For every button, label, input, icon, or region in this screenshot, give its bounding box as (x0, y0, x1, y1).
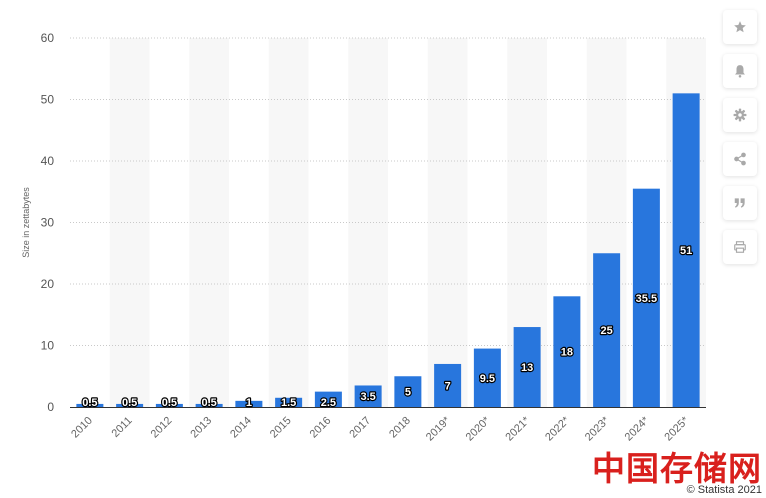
bar (195, 403, 223, 407)
y-tick-label: 20 (41, 277, 55, 291)
bar (632, 188, 660, 407)
y-tick-label: 40 (41, 154, 55, 168)
watermark-brand: 中国存储网 (592, 449, 762, 488)
data-label: 0.5 (201, 397, 216, 409)
data-label: 1.5 (281, 397, 296, 409)
x-tick-label: 2010 (69, 415, 95, 441)
x-tick-label: 2015 (268, 415, 294, 441)
data-label: 18 (561, 347, 573, 359)
x-tick-label: 2020* (464, 414, 493, 443)
data-label: 9.5 (480, 373, 495, 385)
bar (155, 403, 183, 407)
bar (354, 385, 382, 407)
data-label: 2.5 (321, 397, 336, 409)
bar (473, 348, 501, 407)
column-band (189, 38, 229, 407)
watermark: 中国存储网 © Statista 2021 (592, 449, 762, 497)
quote-icon (734, 198, 745, 208)
x-tick-label: 2014 (228, 415, 254, 441)
print-button[interactable] (723, 230, 757, 264)
x-tick-label: 2017 (347, 415, 373, 441)
share-button[interactable] (723, 142, 757, 176)
x-tick-label: 2011 (110, 415, 135, 440)
x-tick-label: 2025* (662, 414, 691, 443)
y-tick-label: 30 (41, 216, 55, 230)
bar (672, 93, 700, 407)
star-icon (734, 21, 746, 33)
gear-icon (733, 108, 747, 122)
bar (513, 327, 541, 407)
x-tick-label: 2023* (583, 414, 612, 443)
print-icon (734, 241, 746, 253)
column-band (348, 38, 388, 407)
data-label: 35.5 (636, 293, 657, 305)
bar (116, 403, 144, 407)
data-label: 25 (601, 325, 613, 337)
bell-icon (735, 65, 745, 78)
x-tick-label: 2024* (623, 414, 652, 443)
bar (76, 403, 104, 407)
data-label: 1 (246, 397, 252, 409)
share-icon (734, 152, 746, 166)
data-label: 13 (521, 362, 533, 374)
data-label: 5 (405, 387, 411, 399)
x-tick-label: 2022* (543, 414, 572, 443)
data-label: 0.5 (162, 397, 177, 409)
y-tick-label: 10 (41, 339, 55, 353)
x-axis-ticks: 2010 2011 2012 2013 2014 2015 2016 2017 2018 2019… (69, 414, 692, 443)
bar (593, 253, 621, 407)
bar (235, 400, 263, 407)
y-tick-label: 50 (41, 93, 55, 107)
y-axis-ticks: 0 10 20 30 40 50 60 (41, 31, 55, 414)
x-tick-label: 2013 (188, 415, 214, 441)
data-labels: 0.5 0.5 0.5 0.5 1 1.5 2.5 3.5 5 7 9.5 13 18 25 35.5 51 (81, 244, 693, 410)
watermark-source: © Statista 2021 (686, 484, 762, 496)
data-label: 7 (445, 380, 451, 392)
favorite-button[interactable] (723, 10, 757, 44)
settings-button[interactable] (723, 98, 757, 132)
notification-button[interactable] (723, 54, 757, 88)
bar (275, 397, 303, 407)
bars (76, 93, 700, 407)
bar (394, 376, 422, 407)
gridlines (70, 37, 706, 346)
x-tick-label: 2018 (387, 415, 413, 441)
data-label: 0.5 (82, 397, 97, 409)
data-label: 0.5 (122, 397, 137, 409)
x-tick-label: 2021* (503, 414, 532, 443)
y-tick-label: 0 (47, 400, 54, 414)
bar (434, 363, 462, 407)
y-axis-title: Size in zettabytes (21, 187, 31, 258)
x-tick-label: 2012 (149, 415, 175, 441)
x-tick-label: 2019* (424, 414, 453, 443)
data-label: 51 (680, 245, 692, 257)
sidebar-toolbar (723, 10, 757, 274)
cite-button[interactable] (723, 186, 757, 220)
x-tick-label: 2016 (308, 415, 334, 441)
bar (553, 296, 581, 407)
y-tick-label: 60 (41, 31, 55, 45)
bar (314, 391, 342, 407)
data-label: 3.5 (360, 391, 375, 403)
